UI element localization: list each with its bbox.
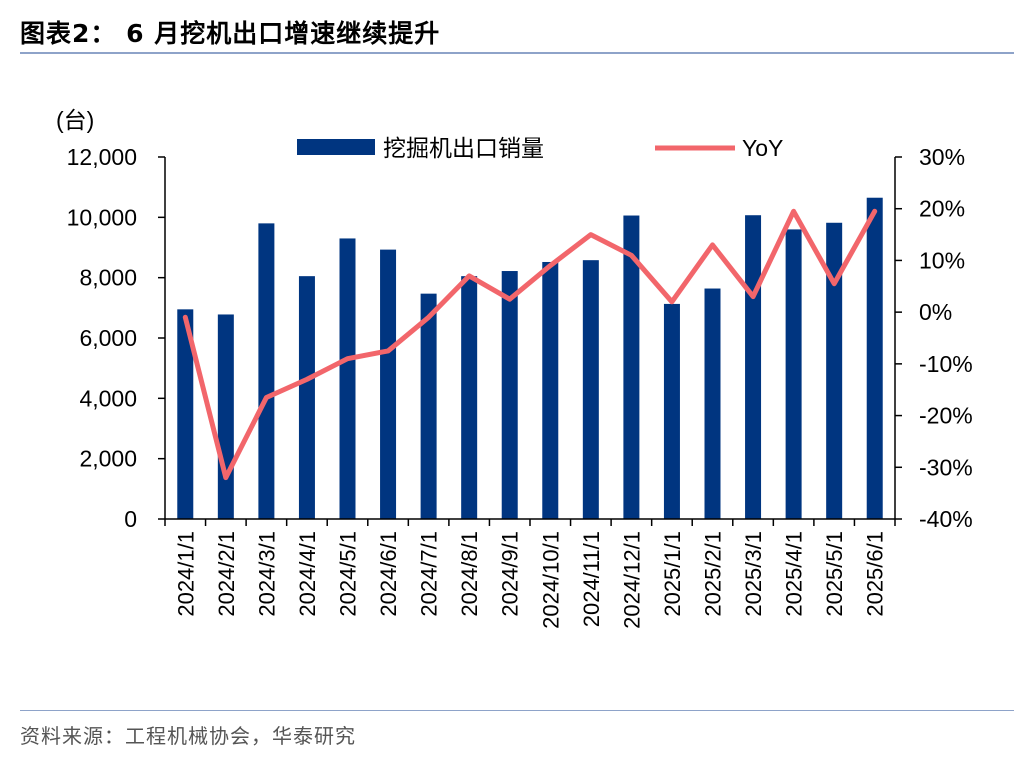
y-left-tick-label: 4,000	[79, 385, 137, 411]
x-tick-label: 2024/9/1	[498, 531, 523, 617]
x-tick-label: 2024/10/1	[538, 531, 563, 629]
y-axis-left-label: (台)	[56, 107, 94, 133]
y-right-tick-label: 30%	[919, 144, 965, 170]
y-right-tick-label: -30%	[919, 454, 973, 480]
y-right-tick-label: -40%	[919, 506, 973, 532]
x-tick-label: 2025/6/1	[863, 531, 888, 617]
y-left-tick-label: 6,000	[79, 325, 137, 351]
x-tick-label: 2024/7/1	[417, 531, 442, 617]
y-left-tick-label: 0	[124, 506, 137, 532]
x-tick-label: 2025/3/1	[741, 531, 766, 617]
bar-2024/1/1	[177, 309, 194, 519]
y-right-tick-label: 0%	[919, 299, 952, 325]
y-right-tick-label: 20%	[919, 196, 965, 222]
bar-2024/9/1	[501, 271, 518, 519]
legend: 挖掘机出口销量 YoY	[297, 135, 783, 161]
x-tick-label: 2025/2/1	[701, 531, 726, 617]
y-right-tick-label: -10%	[919, 351, 973, 377]
bar-2025/1/1	[663, 303, 680, 519]
x-tick-label: 2024/1/1	[173, 531, 198, 617]
x-tick-label: 2024/3/1	[254, 531, 279, 617]
bar-2024/2/1	[217, 314, 234, 519]
bar-2024/11/1	[582, 260, 599, 519]
bar-2024/12/1	[623, 215, 640, 520]
axes-layer: 0 2,000 4,000 6,000 8,000 10,000 12,000 -40% -30…	[67, 144, 973, 629]
x-tick-label: 2024/8/1	[457, 531, 482, 617]
footer-divider	[20, 710, 1014, 711]
source-note: 资料来源：工程机械协会，华泰研究	[20, 724, 356, 748]
bar-2025/2/1	[704, 288, 721, 519]
bar-2024/8/1	[461, 276, 478, 519]
x-tick-label: 2024/12/1	[619, 531, 644, 629]
bar-2025/5/1	[826, 222, 843, 519]
x-tick-label: 2025/5/1	[822, 531, 847, 617]
x-tick-label: 2024/4/1	[295, 531, 320, 617]
y-left-tick-label: 12,000	[67, 144, 137, 170]
legend-line-label: YoY	[742, 135, 783, 161]
y-left-tick-label: 8,000	[79, 265, 137, 291]
x-tick-label: 2024/2/1	[214, 531, 239, 617]
bar-2024/6/1	[380, 249, 397, 519]
bar-2024/7/1	[420, 293, 437, 519]
x-tick-label: 2025/4/1	[782, 531, 807, 617]
bar-2024/5/1	[339, 238, 356, 519]
x-tick-label: 2025/1/1	[660, 531, 685, 617]
y-right-tick-label: -20%	[919, 403, 973, 429]
bar-2024/4/1	[298, 276, 315, 519]
legend-bar-swatch	[297, 139, 375, 155]
bars-layer	[177, 197, 883, 520]
yoy-line	[182, 208, 878, 481]
x-tick-label: 2024/6/1	[376, 531, 401, 617]
chart-title: 图表2： 6 月挖机出口增速继续提升	[20, 19, 441, 48]
chart-canvas: 0 2,000 4,000 6,000 8,000 10,000 12,000 -40% -30…	[56, 107, 973, 629]
y-left-tick-label: 2,000	[79, 446, 137, 472]
y-left-tick-label: 10,000	[67, 204, 137, 230]
bar-2025/3/1	[745, 215, 762, 519]
line-layer	[182, 208, 878, 481]
bar-2024/10/1	[542, 261, 559, 519]
y-right-tick-label: 10%	[919, 247, 965, 273]
bar-2025/4/1	[785, 229, 802, 519]
x-tick-label: 2024/5/1	[336, 531, 361, 617]
legend-bar-label: 挖掘机出口销量	[383, 135, 544, 161]
bar-2024/3/1	[258, 223, 275, 519]
x-tick-label: 2024/11/1	[579, 531, 604, 627]
bar-2025/6/1	[866, 197, 883, 519]
title-divider	[20, 52, 1014, 54]
